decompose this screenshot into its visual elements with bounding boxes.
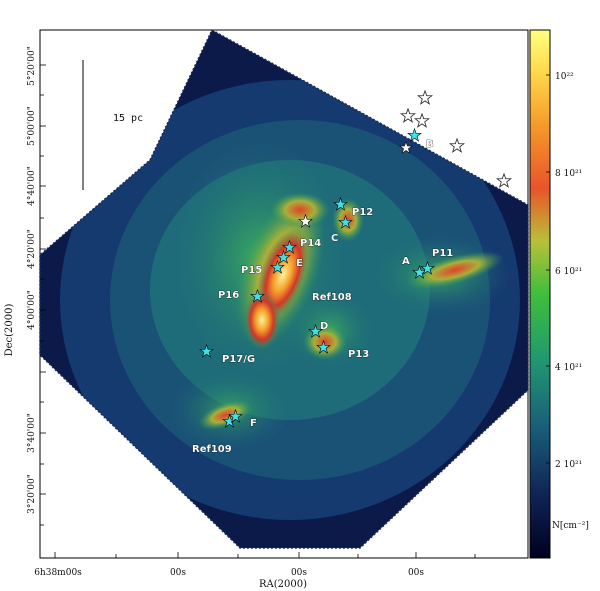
label-Ref109: Ref109 <box>192 444 232 455</box>
colorbar-tick-labels: 10²² 8 10²¹ 6 10²¹ 4 10²¹ 2 10²¹ <box>555 72 582 470</box>
label-C: C <box>331 233 338 244</box>
label-D: D <box>320 321 328 332</box>
svg-text:3°40'00": 3°40'00" <box>27 413 37 453</box>
colorbar-unit: N[cm⁻²] <box>552 521 589 531</box>
svg-text:8 10²¹: 8 10²¹ <box>555 169 582 179</box>
svg-text:00s: 00s <box>408 568 424 578</box>
label-P16: P16 <box>218 290 239 301</box>
label-P12: P12 <box>352 207 373 218</box>
label-E: E <box>296 258 303 269</box>
svg-text:10²²: 10²² <box>555 72 574 82</box>
svg-text:4°20'00": 4°20'00" <box>27 229 37 269</box>
svg-text:2 10²¹: 2 10²¹ <box>555 460 582 470</box>
svg-text:00s: 00s <box>170 568 186 578</box>
axis-ticks <box>40 64 476 558</box>
label-A: A <box>402 256 410 267</box>
label-Ref108: Ref108 <box>312 292 352 303</box>
svg-text:4°00'00": 4°00'00" <box>27 290 37 330</box>
map-coverage-edge <box>39 28 529 549</box>
region-labels: B P12 C P14 E P15 A P11 P16 Ref108 D P13… <box>192 139 454 456</box>
label-P15: P15 <box>241 265 262 276</box>
dec-axis-title: Dec(2000) <box>4 304 15 357</box>
svg-text:6h38m00s: 6h38m00s <box>34 568 82 578</box>
svg-text:5°00'00": 5°00'00" <box>27 106 37 146</box>
svg-text:5°20'00": 5°20'00" <box>27 46 37 86</box>
label-P11: P11 <box>432 248 453 259</box>
label-P17G: P17/G <box>222 354 255 365</box>
label-F: F <box>250 418 257 429</box>
colorbar-ticks <box>546 74 550 464</box>
scale-bar-label: 15 pc <box>113 113 143 124</box>
label-P13: P13 <box>348 349 369 360</box>
svg-text:4°40'00": 4°40'00" <box>27 166 37 206</box>
svg-text:6 10²¹: 6 10²¹ <box>555 267 582 277</box>
colorbar <box>529 29 551 559</box>
svg-text:00s: 00s <box>291 568 307 578</box>
dec-tick-labels: 5°20'00" 5°00'00" 4°40'00" 4°20'00" 4°00… <box>27 46 37 514</box>
svg-text:3°20'00": 3°20'00" <box>27 474 37 514</box>
svg-text:4 10²¹: 4 10²¹ <box>555 363 582 373</box>
label-P14: P14 <box>300 238 321 249</box>
ra-tick-labels: 6h38m00s 00s 00s 00s <box>34 568 424 578</box>
label-B: B <box>426 139 434 150</box>
ra-axis-title: RA(2000) <box>259 579 307 590</box>
